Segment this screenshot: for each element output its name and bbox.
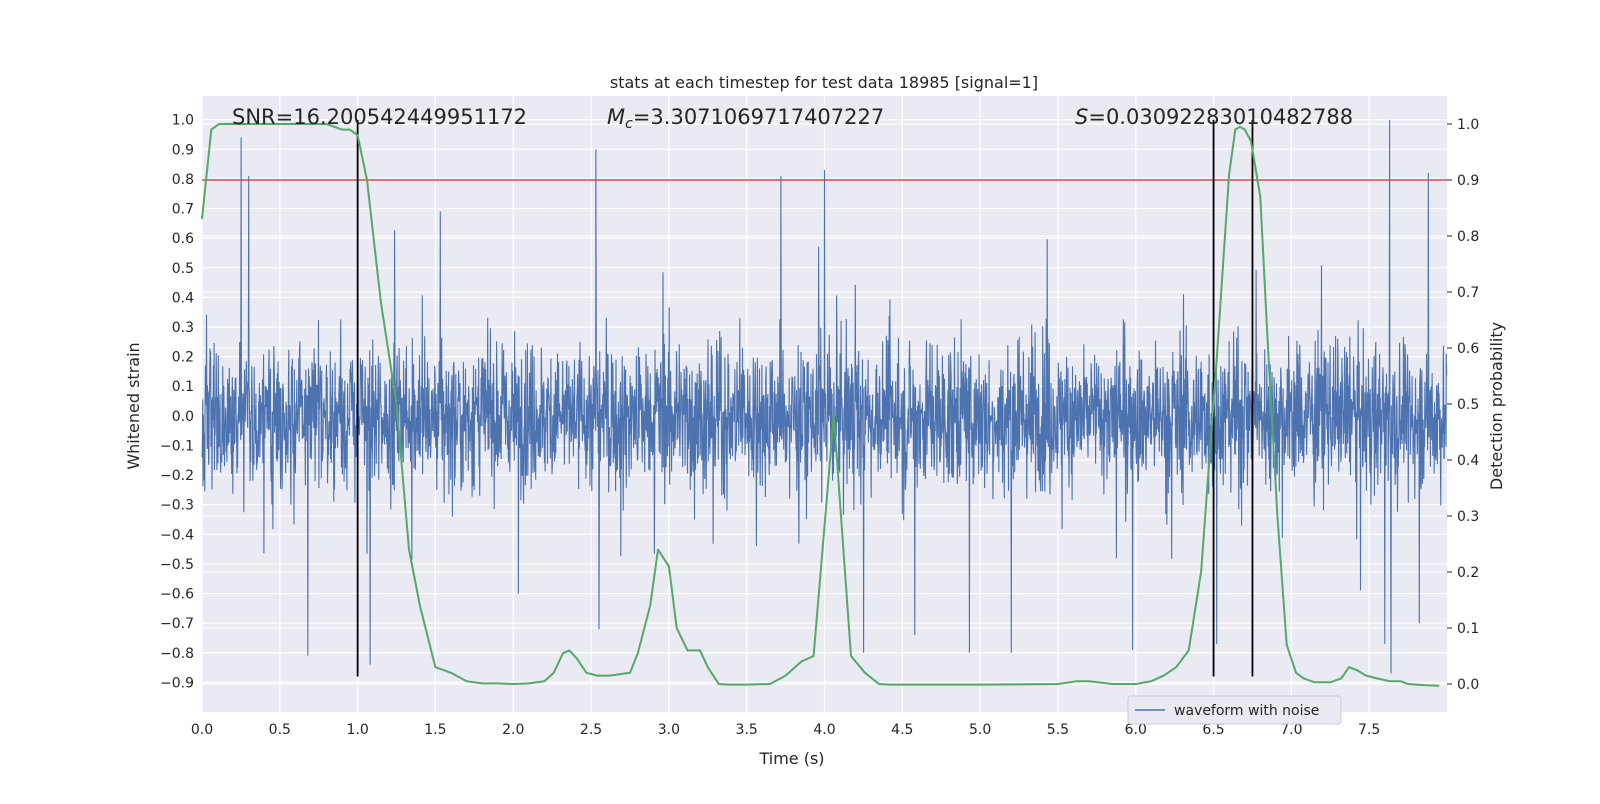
y-left-tick-label: 0.8 (172, 172, 194, 188)
x-tick-label: 2.5 (580, 722, 602, 738)
x-tick-label: 6.5 (1202, 722, 1224, 738)
annotation-chirp-mass: Mc=3.3071069717407227 (607, 105, 884, 132)
annotation-s: S=0.03092283010482788 (1075, 105, 1353, 129)
x-tick-label: 5.0 (969, 722, 991, 738)
y-right-tick-label: 0.4 (1457, 453, 1479, 469)
legend-box (1127, 695, 1342, 725)
y-left-tick-label: −0.4 (160, 527, 194, 543)
s-value: =0.03092283010482788 (1088, 105, 1353, 129)
x-tick-label: 1.5 (424, 722, 446, 738)
y-right-tick-label: 0.9 (1457, 173, 1479, 189)
mc-symbol: M (607, 105, 625, 129)
y-left-tick-label: −0.3 (160, 498, 194, 514)
y-left-tick-label: −0.8 (160, 646, 194, 662)
detection-probability-path (201, 123, 1440, 687)
y-right-tick-label: 0.0 (1457, 677, 1479, 693)
y-right-tick-label: 0.3 (1457, 509, 1479, 525)
y-right-tick-label: 0.5 (1457, 397, 1479, 413)
series-waveform-with-noise (201, 119, 1448, 674)
y-left-tick-label: 0.2 (172, 350, 194, 366)
x-tick-label: 4.0 (813, 722, 835, 738)
x-tick-label: 4.5 (891, 722, 913, 738)
y-left-tick-label: 1.0 (172, 113, 194, 129)
y-left-tick-label: −0.6 (160, 587, 194, 603)
y-right-tick-label: 1.0 (1457, 117, 1479, 133)
x-tick-label: 2.0 (502, 722, 524, 738)
legend-label-waveform: waveform with noise (1174, 703, 1319, 719)
mc-subscript: c (625, 116, 633, 132)
x-tick-label: 0.5 (269, 722, 291, 738)
x-tick-label: 7.5 (1358, 722, 1380, 738)
x-tick-label: 5.5 (1047, 722, 1069, 738)
y-left-tick-label: 0.4 (172, 290, 194, 306)
x-tick-label: 0.0 (191, 722, 213, 738)
x-axis-label: Time (s) (758, 749, 824, 768)
x-tick-label: 6.0 (1125, 722, 1147, 738)
y-left-tick-label: 0.5 (172, 261, 194, 277)
y-left-tick-label: −0.5 (160, 557, 194, 573)
y-right-tick-label: 0.8 (1457, 229, 1479, 245)
s-symbol: S (1075, 105, 1088, 129)
y-right-tick-label: 0.2 (1457, 565, 1479, 581)
x-tick-label: 7.0 (1280, 722, 1302, 738)
mc-value: =3.3071069717407227 (633, 105, 884, 129)
y-left-tick-label: −0.7 (160, 616, 194, 632)
chart-title: stats at each timestep for test data 189… (610, 73, 1038, 92)
x-tick-label: 3.0 (658, 722, 680, 738)
y-right-tick-label: 0.6 (1457, 341, 1479, 357)
y-left-tick-label: 0.1 (172, 379, 194, 395)
y-axis-left-label: Whitened strain (124, 342, 143, 469)
y-left-tick-label: −0.2 (160, 468, 194, 484)
series-detection-probability (201, 123, 1440, 687)
y-left-tick-label: 0.0 (172, 409, 194, 425)
y-axis-right-label: Detection probability (1487, 322, 1506, 490)
waveform-noise-path (201, 119, 1448, 674)
y-left-tick-label: 0.7 (172, 202, 194, 218)
y-left-tick-label: 0.3 (172, 320, 194, 336)
y-left-tick-label: 0.9 (172, 142, 194, 158)
legend: waveform with noise (1127, 695, 1342, 725)
x-tick-label: 1.0 (346, 722, 368, 738)
y-left-tick-label: −0.1 (160, 438, 194, 454)
y-right-tick-label: 0.7 (1457, 285, 1479, 301)
tick-labels: 0.0 0.5 1.0 1.5 2.0 2.5 3.0 3.5 4.0 4.5 5.0 5.5 6.0 6… (160, 113, 1479, 738)
y-left-tick-label: −0.9 (160, 675, 194, 691)
x-tick-label: 3.5 (736, 722, 758, 738)
annotation-snr: SNR=16.200542449951172 (232, 105, 527, 129)
y-right-tick-label: 0.1 (1457, 621, 1479, 637)
y-left-tick-label: 0.6 (172, 231, 194, 247)
